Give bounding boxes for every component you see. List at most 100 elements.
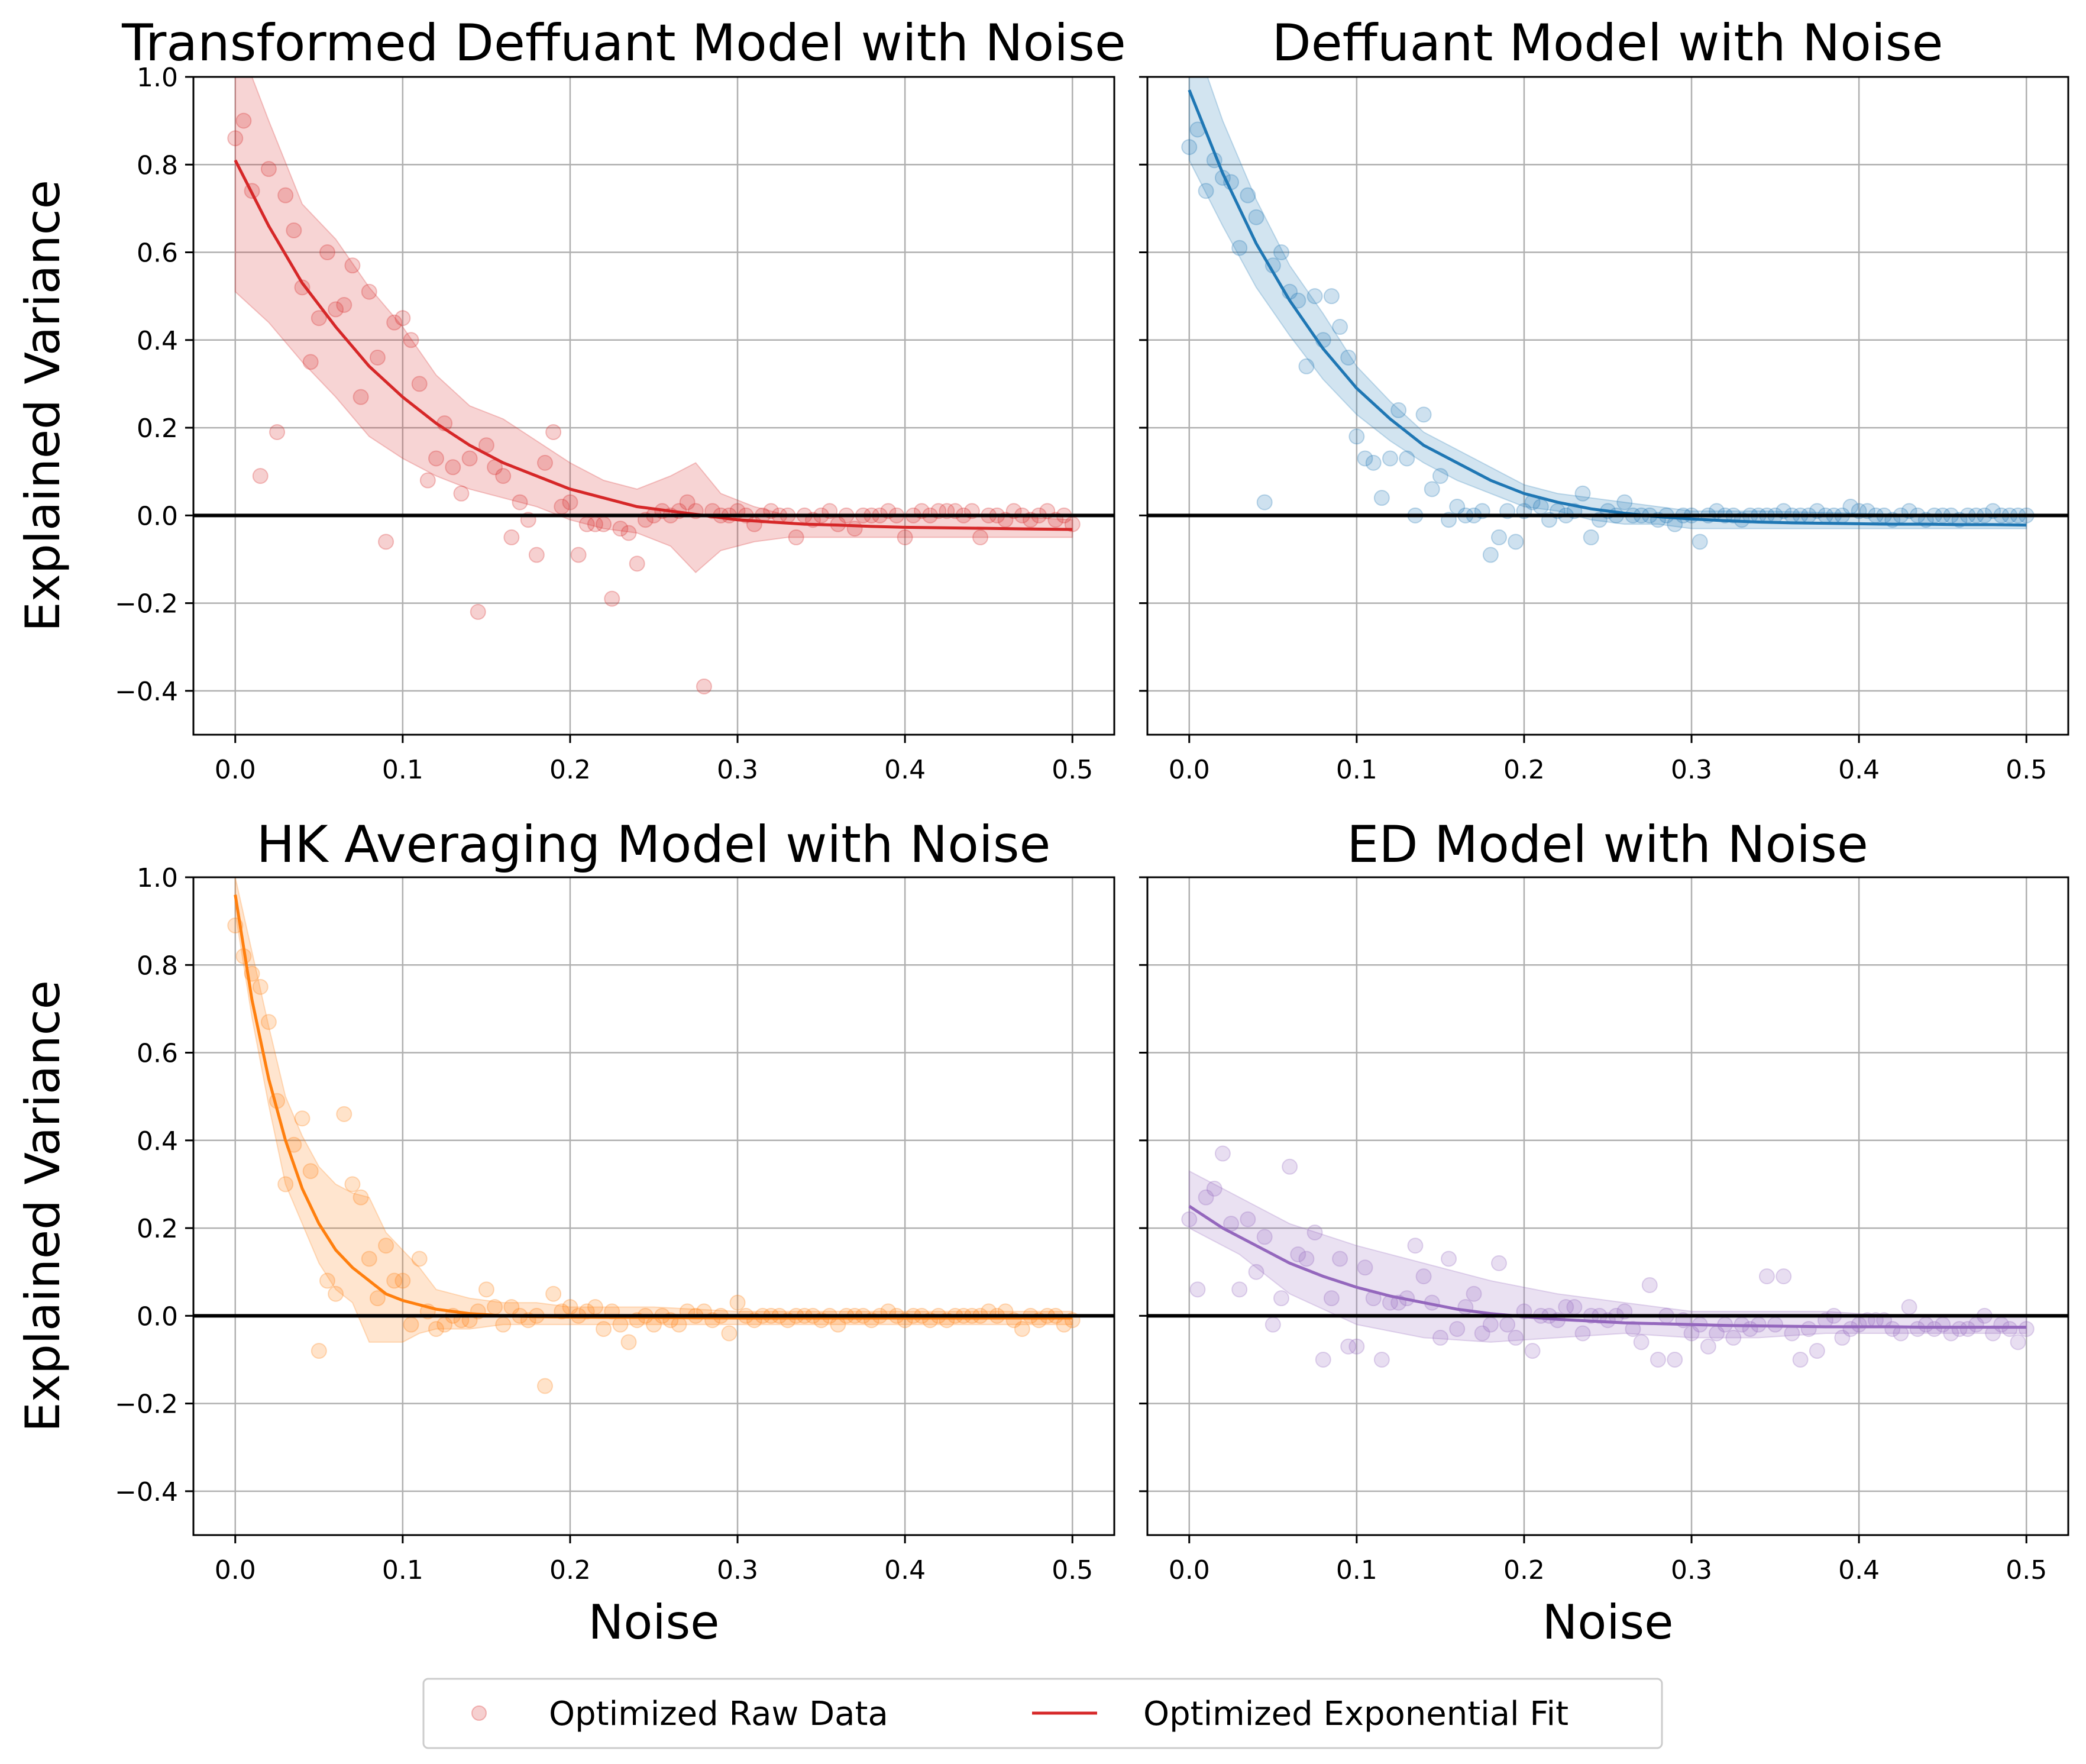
x-tick-label: 0.5 bbox=[1052, 1555, 1093, 1585]
raw-data-point bbox=[1834, 1329, 1851, 1346]
raw-data-point bbox=[1357, 450, 1373, 467]
raw-data-point bbox=[1357, 1259, 1373, 1276]
raw-data-point bbox=[1282, 1158, 1298, 1175]
raw-data-point bbox=[328, 1285, 344, 1302]
raw-data-point bbox=[1231, 1281, 1248, 1298]
confidence-band bbox=[234, 877, 1073, 1343]
raw-data-point bbox=[361, 1251, 377, 1267]
raw-data-point bbox=[260, 161, 277, 177]
raw-data-point bbox=[1306, 1224, 1323, 1240]
raw-data-point bbox=[1466, 1285, 1482, 1302]
raw-data-point bbox=[394, 1272, 411, 1289]
raw-data-point bbox=[1566, 1299, 1583, 1316]
raw-data-point bbox=[1348, 1338, 1365, 1355]
raw-data-point bbox=[1298, 1251, 1315, 1267]
raw-data-point bbox=[445, 459, 461, 476]
y-axis-label: Explained Variance bbox=[15, 180, 70, 632]
raw-data-point bbox=[1884, 1321, 1901, 1337]
subplot-title: ED Model with Noise bbox=[1347, 815, 1868, 874]
raw-data-point bbox=[1692, 534, 1708, 550]
raw-data-point bbox=[1407, 1238, 1424, 1254]
raw-data-point bbox=[1951, 1321, 1968, 1337]
subplot-4: 0.0 0.1 0.2 0.3 0.4 0.5 ED Model with Noise Noi… bbox=[1139, 815, 2069, 1650]
raw-data-point bbox=[428, 450, 444, 467]
raw-data-point bbox=[679, 494, 696, 511]
raw-data-point bbox=[453, 485, 470, 502]
raw-data-point bbox=[1490, 529, 1507, 545]
raw-data-point bbox=[1901, 1299, 1917, 1316]
y-tick-label: 0.6 bbox=[137, 1039, 178, 1069]
raw-data-point bbox=[587, 1299, 603, 1316]
raw-data-point bbox=[336, 296, 352, 313]
raw-data-point bbox=[344, 257, 361, 274]
raw-data-point bbox=[1306, 288, 1323, 305]
raw-data-point bbox=[729, 1294, 746, 1311]
raw-data-point bbox=[277, 1176, 294, 1193]
raw-data-point bbox=[1424, 481, 1440, 497]
raw-data-point bbox=[1926, 1321, 1943, 1337]
raw-data-point bbox=[1273, 244, 1289, 261]
axes-frame bbox=[1146, 76, 2069, 736]
x-tick-label: 0.5 bbox=[2006, 755, 2047, 785]
y-tick-label: −0.4 bbox=[115, 1477, 178, 1507]
y-tick-label: −0.2 bbox=[115, 1390, 178, 1420]
raw-data-point bbox=[1532, 499, 1549, 515]
raw-data-point bbox=[1842, 1321, 1859, 1337]
raw-data-point bbox=[344, 1176, 361, 1193]
raw-data-point bbox=[570, 547, 587, 563]
x-tick-label: 0.2 bbox=[549, 1555, 591, 1585]
raw-data-point bbox=[1809, 1343, 1825, 1359]
raw-data-point bbox=[788, 529, 804, 545]
x-tick-label: 0.2 bbox=[1503, 755, 1545, 785]
raw-data-point bbox=[1432, 468, 1448, 484]
y-tick-label: 0.8 bbox=[137, 150, 178, 180]
x-tick-label: 0.3 bbox=[1671, 755, 1712, 785]
raw-data-point bbox=[361, 283, 377, 300]
raw-data-point bbox=[1449, 1321, 1466, 1337]
raw-data-point bbox=[394, 310, 411, 327]
raw-data-point bbox=[1792, 1351, 1809, 1368]
raw-data-point bbox=[1256, 494, 1273, 511]
raw-data-point bbox=[503, 529, 520, 545]
raw-data-point bbox=[227, 130, 244, 147]
raw-data-point bbox=[369, 1290, 386, 1307]
raw-data-point bbox=[1214, 1145, 1231, 1162]
y-tick-label: 1.0 bbox=[137, 63, 178, 93]
legend-raw-label: Optimized Raw Data bbox=[549, 1695, 888, 1733]
exponential-fit-line bbox=[1188, 89, 2027, 527]
x-tick-label: 0.3 bbox=[717, 755, 758, 785]
raw-data-point bbox=[1348, 428, 1365, 445]
raw-data-point bbox=[1231, 240, 1248, 256]
raw-data-point bbox=[972, 529, 989, 545]
raw-data-point bbox=[1725, 1329, 1742, 1346]
raw-data-point bbox=[311, 1343, 327, 1359]
x-tick-label: 0.4 bbox=[884, 1555, 926, 1585]
raw-data-point bbox=[1198, 183, 1214, 199]
legend-raw-marker bbox=[471, 1705, 487, 1721]
raw-data-point bbox=[696, 678, 712, 694]
raw-data-point bbox=[386, 314, 403, 331]
raw-data-point bbox=[545, 424, 562, 440]
raw-data-point bbox=[1240, 1211, 1256, 1227]
raw-data-point bbox=[235, 112, 252, 129]
subplot-title: Deffuant Model with Noise bbox=[1272, 14, 1943, 73]
raw-data-point bbox=[545, 1285, 562, 1302]
raw-data-point bbox=[1650, 1351, 1666, 1368]
raw-data-point bbox=[1758, 1268, 1775, 1285]
raw-data-point bbox=[536, 454, 553, 471]
raw-data-point bbox=[1189, 1281, 1206, 1298]
x-tick-label: 0.3 bbox=[1671, 1555, 1712, 1585]
raw-data-point bbox=[1390, 402, 1407, 418]
raw-data-point bbox=[1775, 1268, 1792, 1285]
y-tick-label: −0.4 bbox=[115, 677, 178, 707]
y-tick-label: 0.8 bbox=[137, 951, 178, 981]
raw-data-point bbox=[286, 222, 302, 238]
confidence-band bbox=[1188, 1170, 2027, 1343]
x-tick-label: 0.1 bbox=[382, 1555, 423, 1585]
raw-data-point bbox=[428, 1321, 444, 1337]
axes-frame bbox=[1146, 876, 2069, 1536]
raw-data-point bbox=[1667, 1351, 1683, 1368]
raw-data-point bbox=[562, 494, 578, 511]
raw-data-point bbox=[1700, 1338, 1716, 1355]
raw-data-point bbox=[1574, 1325, 1591, 1342]
